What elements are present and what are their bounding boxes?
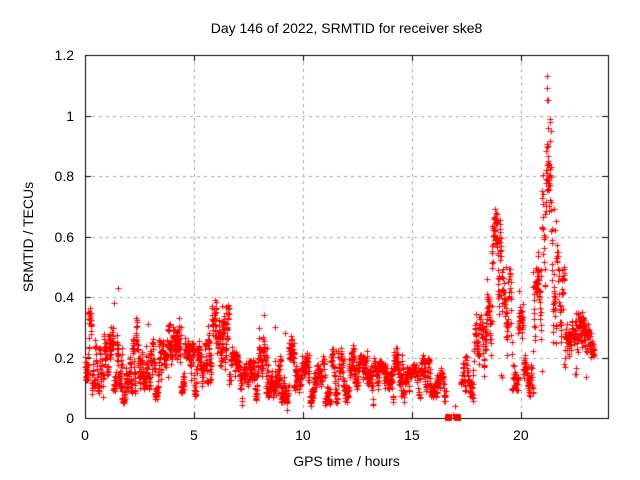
x-tick-label: 20 [513,427,529,443]
y-tick-label: 0.2 [54,349,74,366]
x-tick-label: 15 [404,427,420,443]
chart-title: Day 146 of 2022, SRMTID for receiver ske… [210,20,483,36]
x-tick-label: 5 [190,427,198,443]
x-axis-label: GPS time / hours [293,453,400,469]
y-tick-label: 0.8 [54,168,74,184]
y-tick-label: 0.6 [54,228,74,245]
y-tick-label: 1 [66,107,74,124]
x-tick-label: 0 [81,427,89,443]
x-tick-label: 10 [295,427,311,443]
y-tick-label: 0.4 [54,289,74,305]
y-tick-label: 1.2 [54,47,74,63]
y-tick-label: 0 [66,410,74,426]
